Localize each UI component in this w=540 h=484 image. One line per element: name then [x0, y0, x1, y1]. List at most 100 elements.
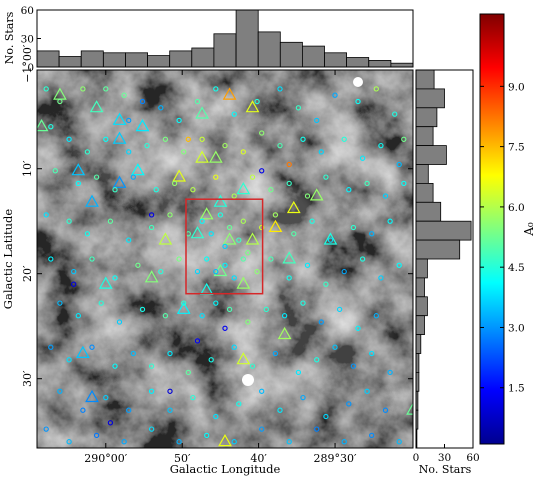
star-point — [121, 92, 127, 98]
star-triangle — [323, 232, 338, 245]
star-point — [268, 256, 274, 262]
right-histogram-bar — [415, 296, 428, 317]
star-point — [148, 363, 155, 369]
star-point — [167, 407, 173, 413]
star-point — [139, 98, 146, 105]
star-point — [48, 124, 54, 130]
star-point — [80, 407, 86, 413]
top-histogram-bar — [346, 57, 370, 68]
star-point — [369, 350, 375, 357]
star-point — [277, 142, 283, 149]
star-point — [93, 174, 100, 180]
right-histogram-x-label: No. Stars — [419, 463, 472, 476]
top-histogram-bar — [125, 52, 149, 68]
y-tick-label: 30′ — [21, 370, 34, 387]
star-point — [231, 193, 237, 199]
star-point — [107, 218, 114, 224]
star-point — [240, 218, 246, 224]
star-triangle — [190, 226, 205, 239]
star-point — [396, 262, 402, 268]
star-triangle — [112, 175, 127, 188]
star-point — [300, 300, 306, 306]
y-tick-label: 20′ — [21, 265, 34, 282]
star-point — [148, 426, 155, 432]
star-triangle — [268, 219, 283, 232]
star-point — [89, 344, 95, 350]
star-point — [194, 268, 201, 275]
star-triangle — [222, 232, 237, 245]
right-histogram-bar — [415, 201, 442, 222]
star-point — [194, 98, 201, 105]
top-y-tick-label: 0 — [27, 62, 34, 74]
top-histogram-bar — [324, 52, 348, 68]
star-point — [57, 300, 63, 306]
star-point — [89, 256, 95, 262]
star-point — [190, 187, 196, 193]
star-point — [341, 136, 347, 142]
top-histogram-bar — [80, 50, 104, 68]
y-axis-ticks: −1°00′ 10′ 20′ 30′ — [21, 44, 413, 387]
star-point — [199, 313, 205, 319]
top-y-tick-label: 60 — [21, 5, 34, 17]
star-point — [43, 86, 49, 92]
top-histogram-bar — [147, 55, 171, 68]
star-point — [226, 306, 233, 313]
star-point — [277, 86, 283, 92]
triangle-markers — [37, 87, 413, 447]
star-point — [332, 92, 338, 98]
star-triangle — [282, 251, 297, 264]
star-point — [304, 193, 311, 199]
star-triangle — [236, 352, 251, 365]
star-point — [369, 231, 375, 237]
star-triangle — [218, 433, 232, 447]
right-histogram-bar — [415, 315, 425, 336]
star-point — [126, 237, 132, 243]
star-point — [300, 136, 306, 142]
star-triangle — [172, 169, 187, 182]
star-point — [268, 187, 274, 193]
star-point — [295, 105, 302, 111]
star-triangle — [208, 150, 223, 163]
star-point — [318, 319, 324, 325]
star-point — [231, 439, 237, 445]
colorbar-tick-label: 3.0 — [508, 322, 525, 334]
star-point — [346, 401, 352, 407]
star-point — [75, 313, 81, 319]
star-triangle — [71, 163, 86, 176]
star-triangle — [75, 345, 90, 358]
star-triangle — [309, 188, 324, 201]
star-point — [314, 357, 320, 363]
star-point — [392, 111, 398, 117]
star-point — [378, 142, 384, 149]
star-point — [323, 413, 329, 420]
star-point — [130, 174, 136, 180]
star-triangle — [144, 270, 159, 283]
right-histogram-bar — [415, 258, 428, 279]
right-histogram-bar — [415, 277, 425, 298]
star-point — [93, 432, 100, 439]
star-point — [300, 394, 306, 401]
star-point — [80, 86, 86, 92]
star-point — [112, 275, 118, 281]
star-point — [158, 105, 164, 111]
star-point — [222, 243, 228, 250]
colorbar-tick-label: 9.0 — [508, 81, 525, 93]
top-histogram-bar — [36, 50, 60, 68]
star-point — [103, 394, 109, 401]
top-histogram-bar — [169, 50, 193, 68]
star-point — [336, 306, 343, 313]
star-triangle — [112, 112, 127, 125]
star-point — [213, 300, 219, 306]
star-triangle — [195, 150, 209, 163]
star-point — [309, 218, 315, 224]
star-point — [71, 281, 77, 287]
star-point — [52, 168, 58, 174]
star-point — [355, 98, 361, 105]
star-point — [66, 136, 72, 142]
star-point — [130, 350, 136, 357]
colorbar-tick-label: 7.5 — [508, 142, 525, 154]
star-point — [217, 212, 224, 218]
star-triangle — [245, 100, 260, 113]
star-triangle — [176, 301, 191, 314]
star-point — [263, 306, 269, 313]
